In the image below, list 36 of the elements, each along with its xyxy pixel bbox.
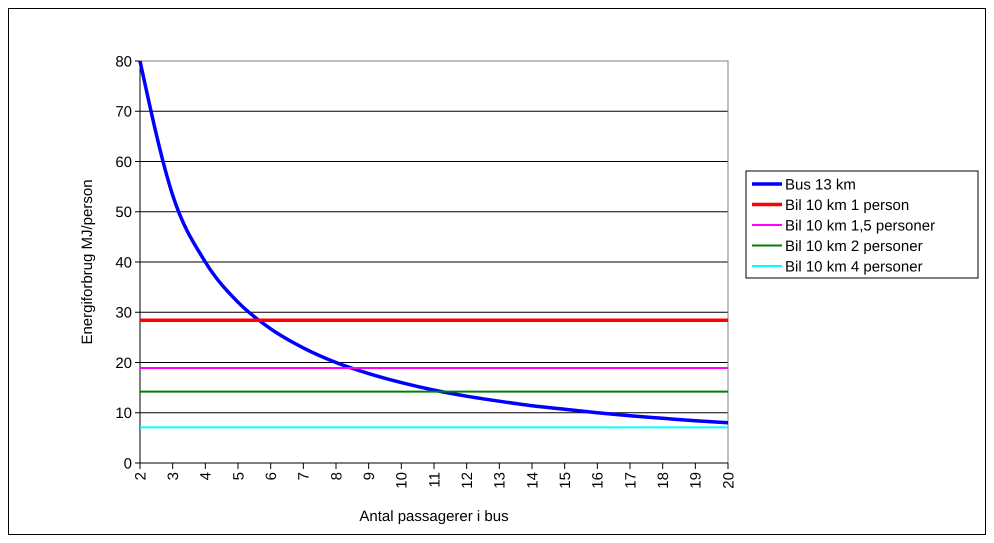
legend-label: Bil 10 km 4 personer [785,258,923,276]
y-tick-label: 20 [115,354,132,372]
y-tick-label: 70 [115,104,132,120]
x-axis-title: Antal passagerer i bus [359,508,509,525]
x-tick-label: 18 [654,472,672,489]
legend-label: Bil 10 km 1 person [785,196,910,214]
y-tick-label: 50 [115,204,132,221]
x-tick-label: 19 [688,472,705,489]
x-tick-label: 8 [328,472,346,480]
y-axis-title: Energiforbrug MJ/person [79,179,96,345]
y-tick-label: 30 [115,304,132,322]
x-tick-label: 13 [492,472,509,489]
y-tick-label: 40 [115,254,132,272]
x-tick-label: 10 [394,472,411,489]
x-tick-label: 4 [198,472,215,480]
y-tick-label: 80 [115,53,132,70]
line-series [138,59,730,425]
y-tick-label: 10 [115,405,132,422]
x-tick-label: 11 [426,472,444,488]
x-tick-label: 12 [458,472,476,489]
x-tick-label: 7 [296,472,313,480]
x-tick-label: 14 [524,472,542,489]
y-tick-label: 60 [115,154,132,171]
x-tick-label: 16 [590,472,607,489]
x-tick-label: 15 [556,472,574,489]
legend-label: Bil 10 km 2 personer [785,238,923,255]
legend-label: Bus 13 km [785,176,856,194]
x-tick-label: 20 [720,472,738,489]
x-tick-label: 2 [132,472,150,480]
legend-label: Bil 10 km 1,5 personer [785,217,936,234]
x-tick-label: 3 [164,472,182,480]
x-tick-label: 6 [262,472,280,480]
x-tick-label: 9 [360,472,378,480]
y-tick-label: 0 [124,455,132,472]
x-tick-label: 5 [230,472,248,480]
x-tick-label: 17 [622,472,640,489]
